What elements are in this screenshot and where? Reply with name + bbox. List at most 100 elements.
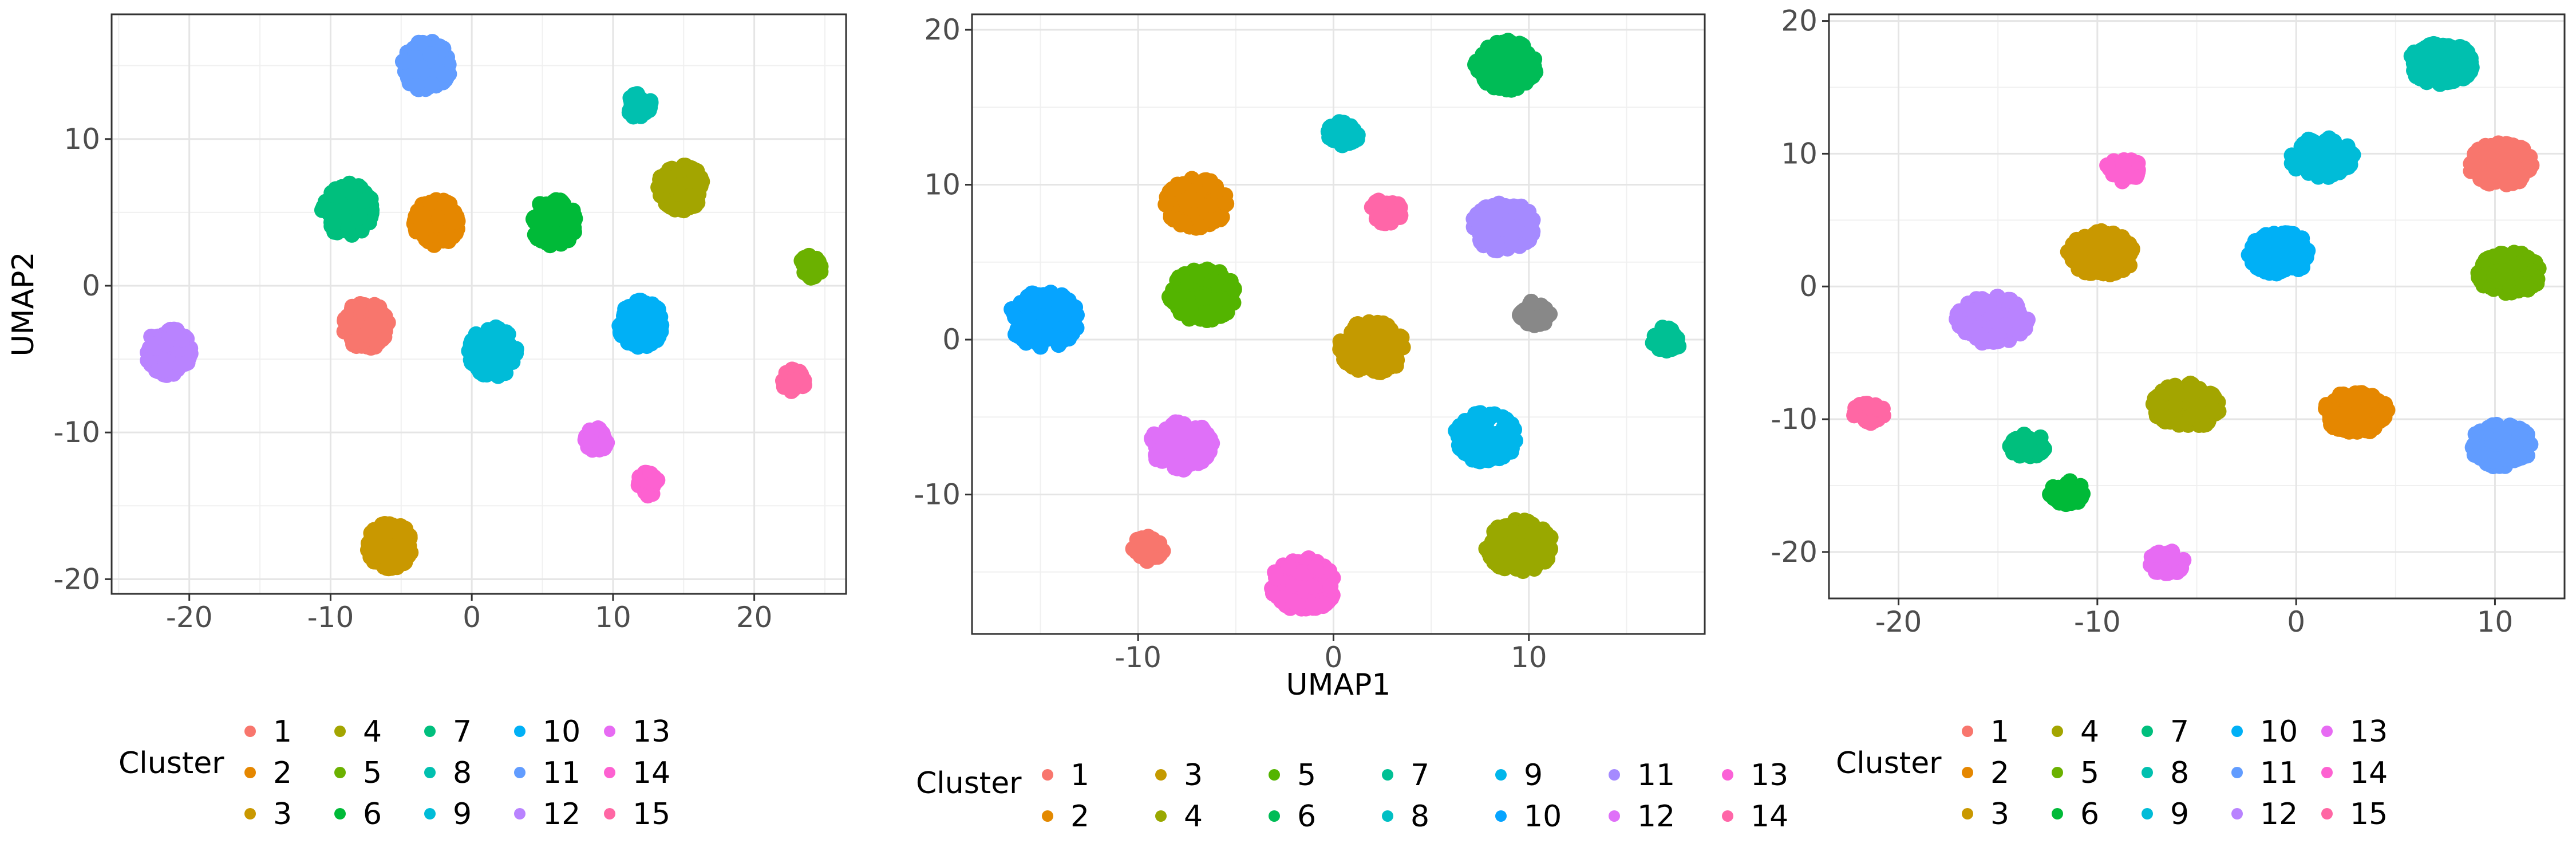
point: [2503, 284, 2520, 301]
point: [357, 192, 373, 209]
point: [1526, 538, 1542, 554]
point: [2403, 48, 2420, 64]
legend-item-2: 2: [244, 756, 292, 790]
legend-key: [424, 767, 436, 778]
point: [339, 319, 356, 336]
cluster-11-points: [394, 34, 457, 97]
point: [2283, 155, 2300, 172]
point: [1226, 280, 1242, 297]
point: [2298, 245, 2315, 262]
legend-key: [514, 808, 526, 819]
point: [1516, 204, 1532, 221]
y-tick-label: 0: [942, 323, 961, 356]
point: [1472, 442, 1488, 458]
point: [1473, 417, 1490, 434]
point: [422, 46, 439, 63]
y-tick-label: -10: [53, 416, 100, 449]
legend-item-10: 10: [514, 715, 580, 749]
cluster-4-points: [650, 157, 710, 219]
legend-key: [1042, 769, 1053, 781]
point: [1184, 451, 1201, 467]
legend-label: 4: [363, 715, 382, 749]
point: [430, 211, 447, 227]
point: [414, 206, 430, 223]
legend-item-1: 1: [244, 715, 292, 749]
legend-label: 8: [453, 756, 472, 790]
legend-title: Cluster: [916, 766, 1022, 801]
point: [1506, 77, 1523, 94]
cluster-3-points: [359, 515, 419, 577]
point: [384, 542, 401, 558]
point: [581, 432, 598, 449]
legend-key: [424, 726, 436, 737]
point: [2317, 157, 2333, 174]
point: [1151, 428, 1168, 445]
point: [1182, 300, 1199, 317]
point: [1966, 302, 1982, 319]
point: [1519, 62, 1536, 79]
legend-item-13: 13: [1722, 758, 1788, 793]
point: [1202, 177, 1219, 194]
point: [2510, 147, 2526, 163]
point: [1996, 318, 2013, 334]
point: [1189, 267, 1206, 284]
legend-item-4: 4: [1155, 799, 1203, 834]
point: [681, 188, 698, 204]
legend-label: 2: [1070, 799, 1089, 834]
point: [638, 301, 654, 318]
point: [1210, 292, 1226, 309]
point: [548, 195, 564, 212]
point: [2517, 279, 2534, 296]
point: [1175, 214, 1192, 231]
point: [2510, 450, 2527, 466]
point: [1491, 438, 1507, 454]
point: [1486, 523, 1503, 540]
point: [1167, 414, 1184, 431]
point: [2188, 407, 2205, 423]
point: [2147, 396, 2164, 413]
legend-label: 14: [633, 756, 670, 790]
point: [2184, 391, 2200, 408]
legend-key: [604, 767, 615, 778]
point: [2005, 433, 2021, 450]
point: [2259, 255, 2276, 271]
x-tick-label: 10: [595, 601, 631, 634]
point: [2071, 261, 2087, 277]
y-tick-label: -10: [914, 478, 961, 511]
plot-area: [112, 14, 846, 594]
point: [1189, 425, 1206, 442]
legend-label: 11: [1637, 758, 1675, 793]
point: [1488, 40, 1504, 56]
point: [2170, 386, 2186, 403]
point: [379, 524, 396, 541]
legend-key: [1155, 769, 1167, 781]
y-tick-label: -20: [53, 562, 100, 596]
legend-key: [424, 808, 436, 819]
point: [1506, 421, 1523, 438]
point: [323, 218, 340, 234]
point: [1477, 232, 1494, 249]
point: [780, 378, 797, 395]
point: [2470, 156, 2487, 172]
point: [486, 321, 503, 338]
point: [1307, 559, 1324, 576]
point: [424, 76, 440, 93]
point: [1321, 129, 1338, 145]
x-tick-label: -10: [1115, 641, 1161, 674]
point: [2467, 426, 2484, 443]
point: [630, 105, 647, 121]
point: [1348, 316, 1365, 333]
point: [1540, 539, 1557, 556]
minor-grid: [112, 14, 846, 594]
legend-item-8: 8: [424, 756, 472, 790]
legend-key: [1609, 810, 1620, 822]
point: [536, 216, 553, 233]
point: [1535, 308, 1551, 325]
point: [1472, 52, 1489, 69]
legend-item-4: 4: [334, 715, 382, 749]
legend-label: 13: [633, 715, 670, 749]
legend-label: 3: [1184, 758, 1203, 793]
point: [1165, 444, 1182, 460]
point: [347, 334, 364, 350]
